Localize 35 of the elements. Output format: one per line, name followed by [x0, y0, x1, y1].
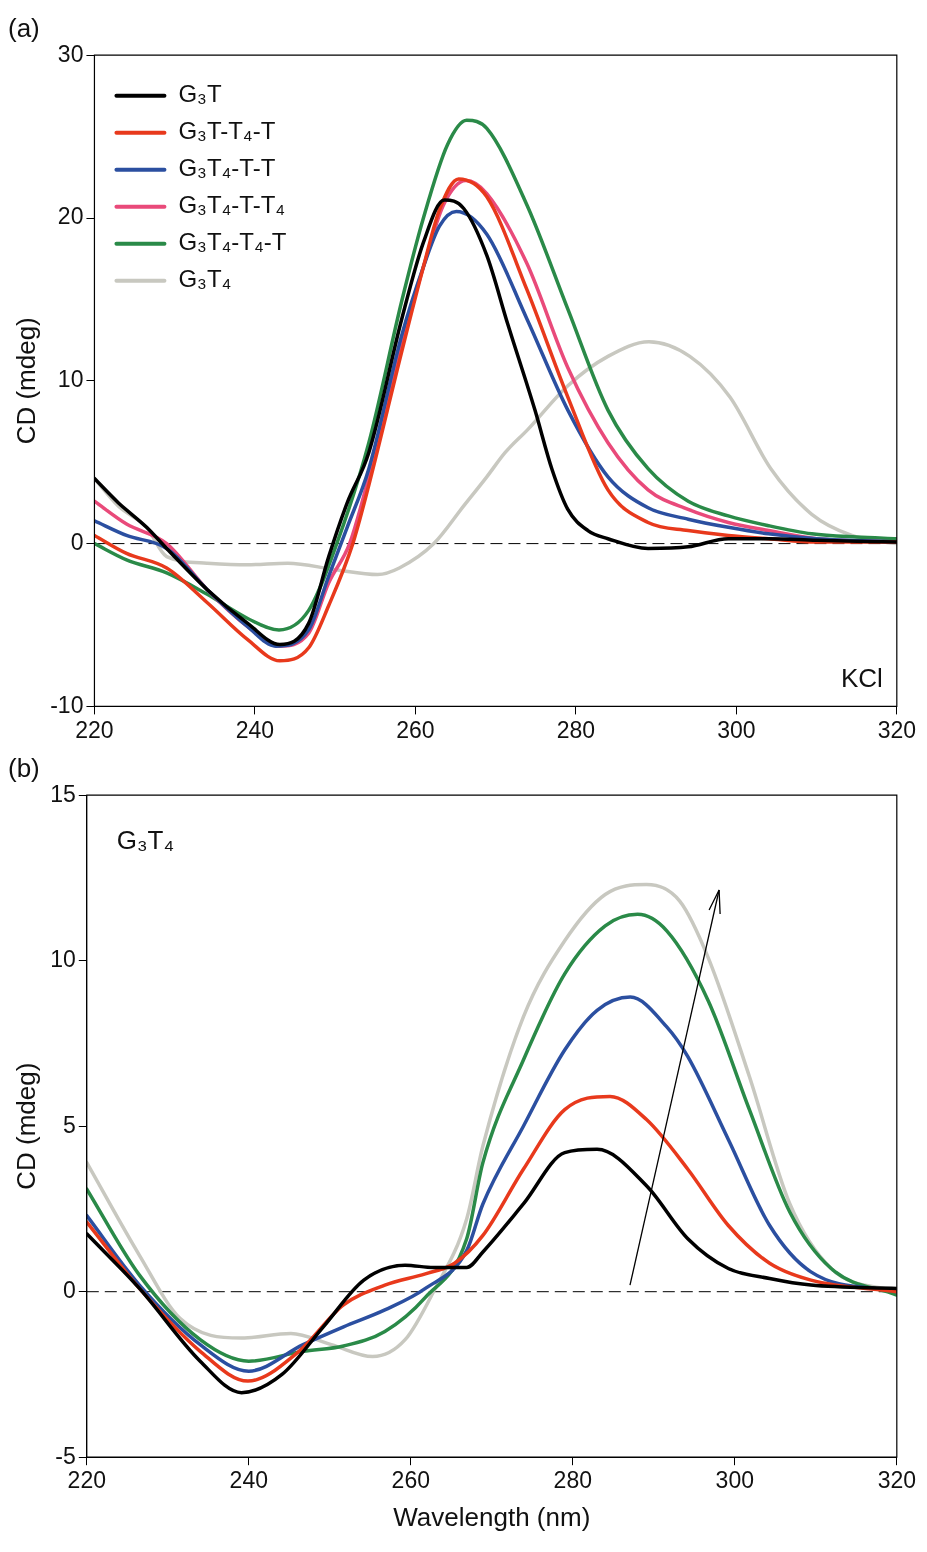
- annotation: KCl: [840, 662, 883, 693]
- y-axis-title: CD (mdeg): [10, 1062, 41, 1190]
- x-tick-label: 300: [717, 716, 756, 743]
- x-tick-label: 220: [75, 716, 114, 743]
- chart-title: (b): [8, 752, 40, 783]
- x-tick-label: 320: [877, 1467, 916, 1494]
- chart-title: (a): [8, 12, 40, 43]
- legend-label: G₃T₄-T₄-T: [178, 228, 287, 256]
- y-tick-label: 30: [57, 40, 84, 67]
- x-tick-label: 240: [235, 716, 275, 743]
- x-tick-label: 260: [396, 716, 435, 743]
- y-tick-label: 5: [62, 1111, 76, 1138]
- x-tick-label: 280: [553, 1467, 592, 1494]
- x-tick-label: 300: [715, 1467, 754, 1494]
- y-tick-label: 15: [50, 780, 76, 807]
- y-axis-title: CD (mdeg): [10, 317, 41, 445]
- legend-label: G₃T₄-T-T₄: [178, 191, 286, 219]
- x-tick-label: 240: [229, 1467, 268, 1494]
- x-tick-label: 280: [556, 716, 596, 743]
- legend-label: G₃T₄-T-T: [178, 154, 276, 182]
- x-tick-label: 320: [877, 716, 916, 743]
- y-tick-label: 10: [50, 946, 76, 973]
- y-tick-label: -5: [55, 1442, 76, 1469]
- x-tick-label: 260: [391, 1467, 430, 1494]
- y-tick-label: -10: [50, 691, 84, 718]
- annotation: G₃T₄: [116, 825, 175, 856]
- x-axis-title: Wavelength (nm): [393, 1501, 591, 1532]
- legend-label: G₃T: [178, 80, 222, 108]
- y-tick-label: 0: [70, 528, 84, 555]
- y-tick-label: 0: [62, 1277, 76, 1304]
- y-tick-label: 10: [57, 366, 84, 393]
- legend-label: G₃T₄: [178, 265, 232, 293]
- x-tick-label: 220: [67, 1467, 106, 1494]
- legend-label: G₃T-T₄-T: [178, 117, 276, 145]
- y-tick-label: 20: [57, 203, 84, 230]
